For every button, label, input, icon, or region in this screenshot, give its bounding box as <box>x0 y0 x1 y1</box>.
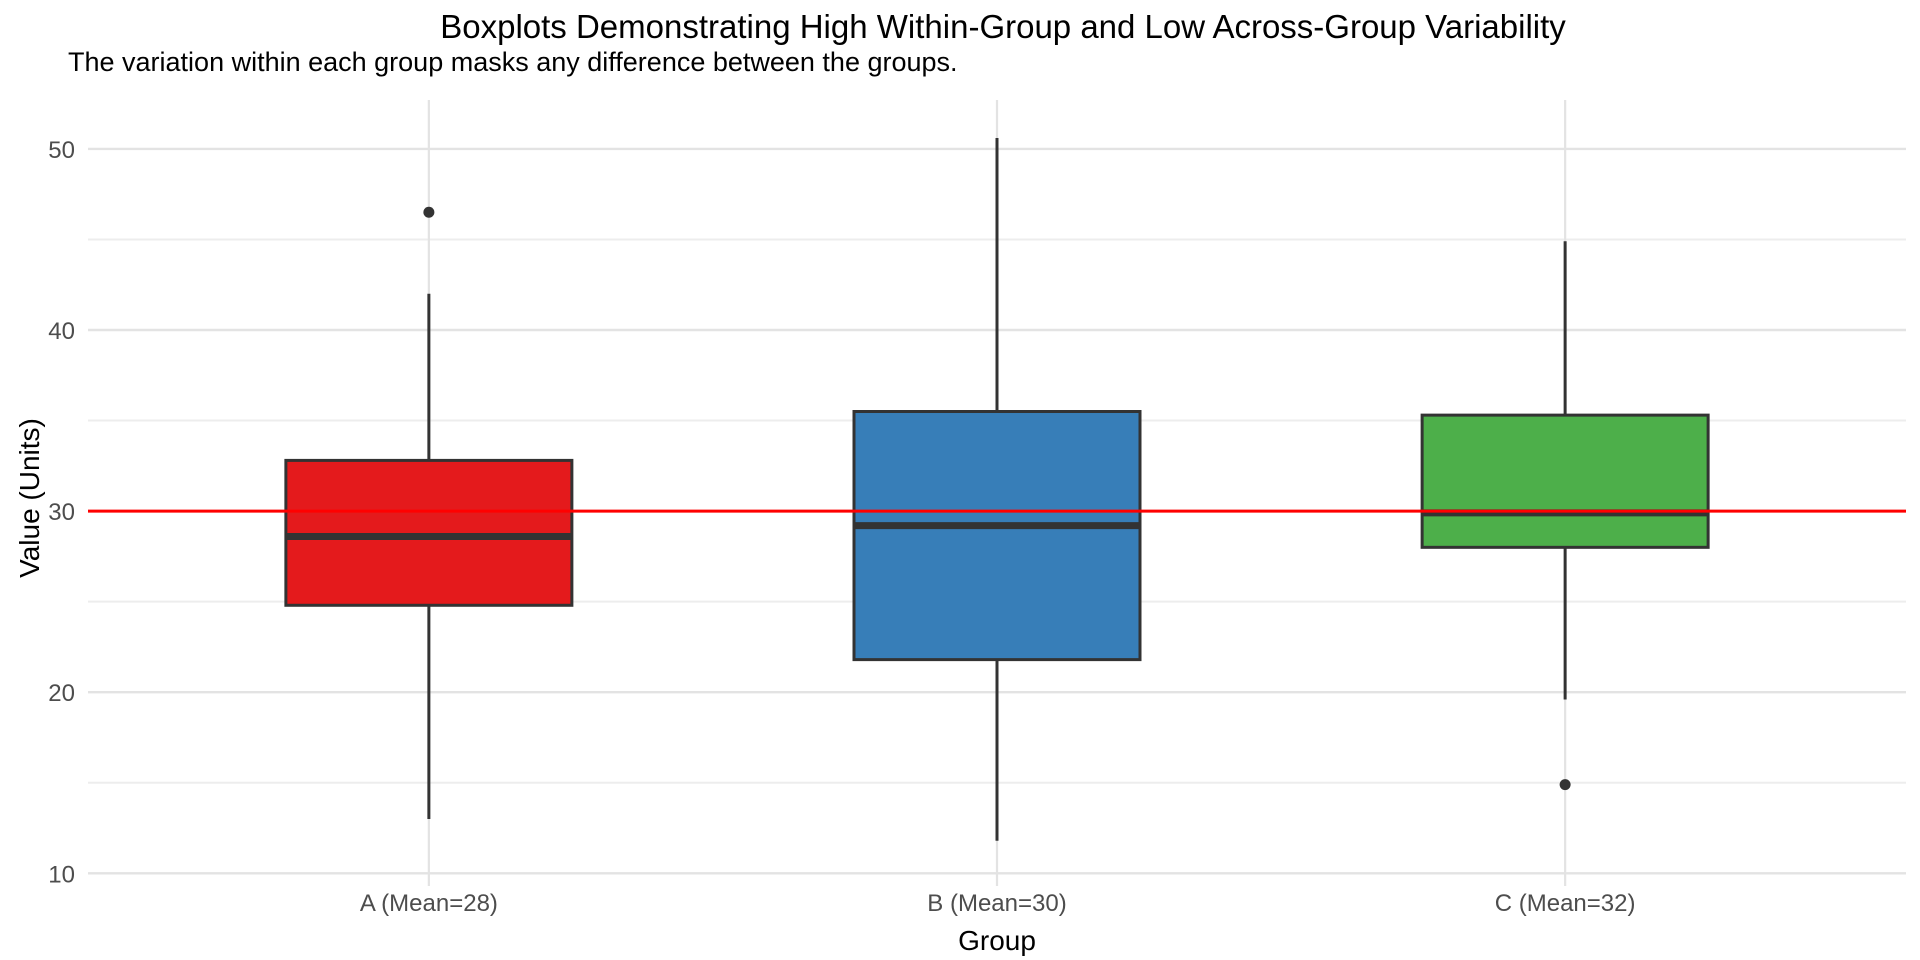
y-tick-label-30: 30 <box>48 499 75 526</box>
y-tick-label-20: 20 <box>48 680 75 707</box>
outlier-A-1 <box>423 206 435 218</box>
chart-subtitle: The variation within each group masks an… <box>68 47 958 77</box>
y-tick-label-40: 40 <box>48 318 75 345</box>
y-tick-label-10: 10 <box>48 861 75 888</box>
box-A <box>284 458 574 607</box>
box-C <box>1420 413 1710 549</box>
chart-title: Boxplots Demonstrating High Within-Group… <box>440 8 1566 45</box>
x-tick-label-A: A (Mean=28) <box>360 890 498 917</box>
x-tick-label-B: B (Mean=30) <box>927 890 1066 917</box>
box-B <box>852 410 1142 662</box>
x-axis-title: Group <box>958 925 1036 956</box>
outlier-C-1 <box>1559 779 1571 791</box>
x-tick-label-C: C (Mean=32) <box>1495 890 1636 917</box>
y-tick-label-50: 50 <box>48 137 75 164</box>
